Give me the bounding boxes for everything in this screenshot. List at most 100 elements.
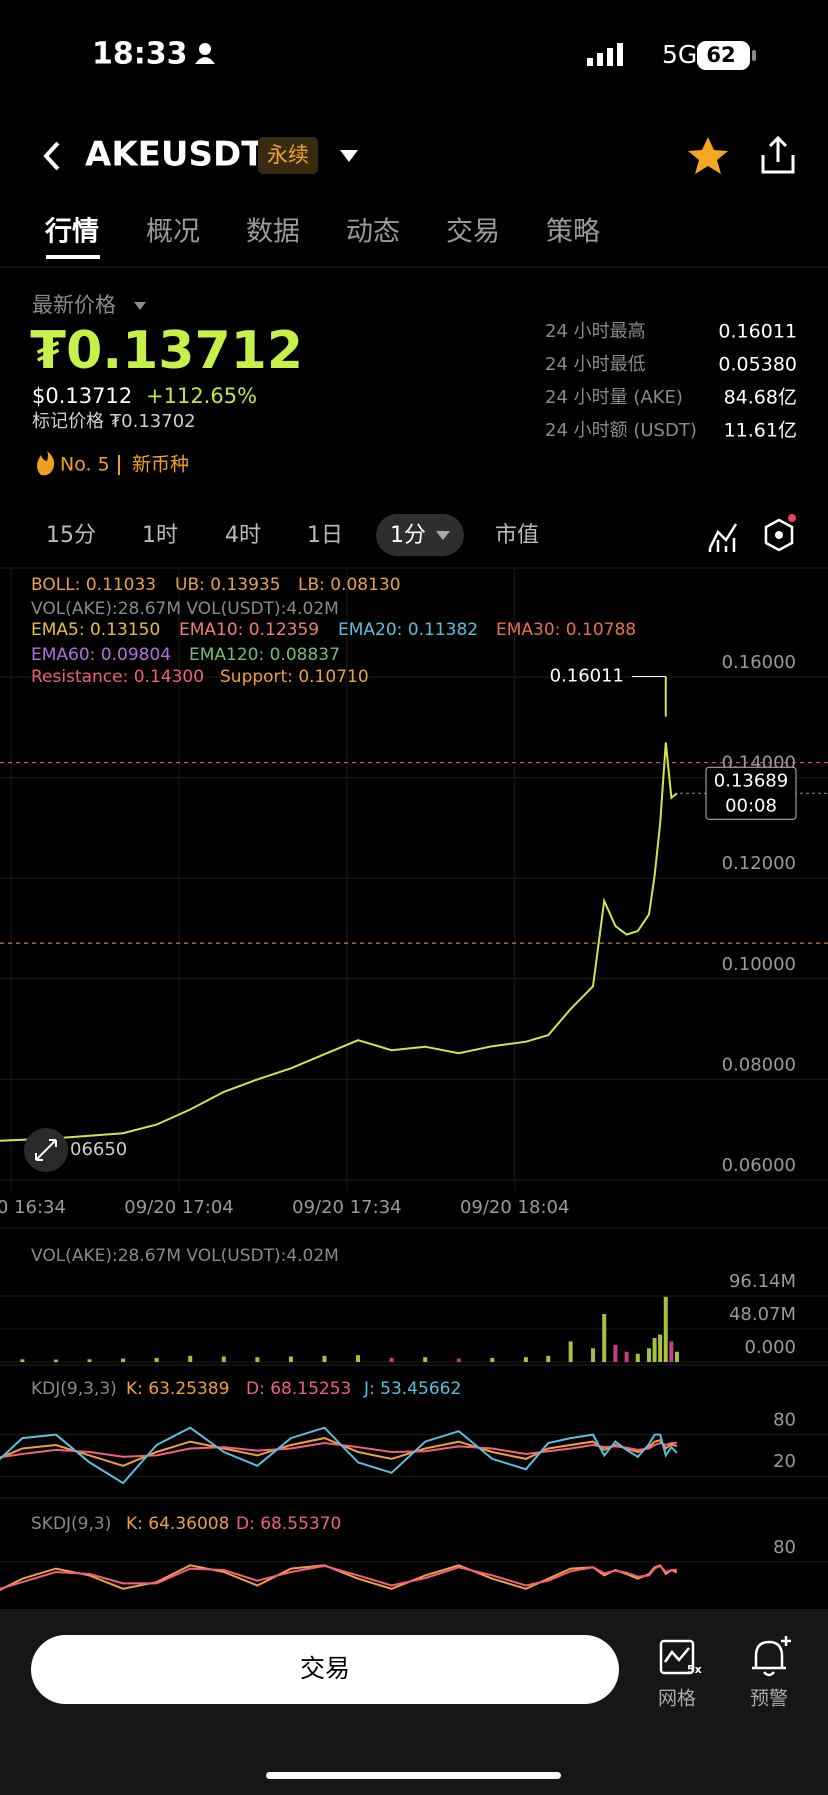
home-indicator <box>266 1772 561 1779</box>
volume-bar <box>423 1357 428 1362</box>
stat-value: 84.68亿 <box>724 387 797 409</box>
legend-item: UB: 0.13935 <box>175 575 281 595</box>
tab[interactable]: 数据 <box>246 217 300 248</box>
signal-icon <box>587 43 623 66</box>
volume-bar <box>624 1351 629 1362</box>
period-tabs: 15分 1时 4时 1日 1分 市值 <box>46 523 539 548</box>
indicator-button[interactable] <box>708 523 738 552</box>
volume-bar <box>255 1357 260 1362</box>
period-tab[interactable]: 4时 <box>225 523 261 548</box>
alert-label: 预警 <box>750 1688 788 1710</box>
volume-bar <box>591 1348 596 1362</box>
x-tick-label: 09/20 16:34 <box>0 1197 66 1218</box>
volume-bar <box>53 1359 58 1362</box>
legend-item: Resistance: 0.14300 <box>31 667 204 687</box>
volume-bar <box>523 1357 528 1362</box>
stat-label: 24 小时量 (AKE) <box>545 387 683 408</box>
symbol-dropdown[interactable] <box>340 150 358 162</box>
stat-label: 24 小时最低 <box>545 354 646 375</box>
period-tab[interactable]: 15分 <box>46 523 96 548</box>
y-tick-label: 0.08000 <box>722 1054 796 1075</box>
last-price-box <box>705 766 797 820</box>
period-tab[interactable]: 1时 <box>142 523 178 548</box>
price-label-dropdown[interactable] <box>134 302 146 310</box>
period-tab[interactable]: 1日 <box>307 523 343 548</box>
trade-button-label: 交易 <box>300 1654 350 1683</box>
tab[interactable]: 动态 <box>346 217 400 248</box>
rank: No. 5 <box>60 454 110 476</box>
volume-bar <box>20 1359 25 1362</box>
volume-bar <box>613 1344 618 1362</box>
y-tick-label: 48.07M <box>729 1304 796 1325</box>
volume-chart: VOL(AKE):28.67M VOL(USDT):4.02M 0.000 48.0… <box>0 1246 828 1363</box>
active-tab-indicator <box>46 255 100 259</box>
legend-item: EMA5: 0.13150 <box>31 620 160 640</box>
symbol: AKEUSDT <box>85 135 265 175</box>
legend-item: J: 53.45662 <box>363 1379 461 1399</box>
back-button[interactable] <box>43 141 60 171</box>
legend-item: LB: 0.08130 <box>298 575 401 595</box>
battery-tip <box>752 50 756 61</box>
countdown: 00:08 <box>725 795 777 816</box>
panel-title: SKDJ(9,3) <box>31 1514 111 1534</box>
volume-bar <box>389 1357 394 1362</box>
legend-item: K: 63.25389 <box>126 1379 229 1399</box>
badge <box>258 137 318 174</box>
period-dropdown[interactable] <box>436 531 450 540</box>
tab[interactable]: 概况 <box>146 217 200 248</box>
tab[interactable]: 交易 <box>446 217 500 248</box>
volume-bar <box>674 1351 679 1362</box>
volume-bar <box>490 1357 495 1362</box>
share-button[interactable] <box>761 135 795 174</box>
person-icon <box>195 43 215 64</box>
x-tick-label: 09/20 17:34 <box>292 1197 401 1218</box>
price-chart: 09/20 16:34 09/20 17:04 09/20 17:34 09/20 1… <box>0 569 828 1218</box>
alert-button[interactable] <box>752 1636 791 1677</box>
period-tab[interactable]: 市值 <box>495 523 539 548</box>
legend-item: EMA60: 0.09804 <box>31 645 171 665</box>
legend-item: D: 68.15253 <box>246 1379 351 1399</box>
legend-item: VOL(AKE):28.67M VOL(USDT):4.02M <box>31 599 339 619</box>
battery <box>697 41 750 70</box>
expand-icon <box>35 1139 57 1161</box>
volume-bar <box>663 1296 668 1362</box>
status-time: 18:33 <box>92 37 188 72</box>
legend-item: D: 68.55370 <box>236 1514 341 1534</box>
legend-item: EMA30: 0.10788 <box>496 620 636 640</box>
mark-price: 标记价格 ₮0.13702 <box>32 411 196 432</box>
volume-bar <box>356 1355 361 1362</box>
volume-bar <box>546 1355 551 1362</box>
skdj-chart: SKDJ(9,3) K: 64.36008 D: 68.55370 80 <box>0 1514 828 1592</box>
volume-bar <box>658 1334 663 1362</box>
volume-bar <box>221 1356 226 1362</box>
grid-bot-button[interactable] <box>659 1639 695 1675</box>
favorite-star[interactable] <box>688 137 728 174</box>
period-tab[interactable]: 1分 <box>390 523 426 548</box>
tab[interactable]: 策略 <box>546 217 600 248</box>
settings-button[interactable] <box>764 514 796 552</box>
badge-text: 永续 <box>267 143 309 167</box>
stat-value: 11.61亿 <box>724 420 797 442</box>
legend-item: EMA120: 0.08837 <box>189 645 340 665</box>
y-tick-label: 96.14M <box>729 1271 796 1292</box>
y-tick-label: 0.12000 <box>722 853 796 874</box>
volume-bar <box>635 1353 640 1362</box>
volume-bar <box>322 1355 327 1362</box>
volume-bar <box>154 1357 159 1362</box>
tab[interactable]: 行情 <box>44 216 99 248</box>
kdj-chart: KDJ(9,3,3) K: 63.25389 D: 68.15253 J: 53.45… <box>0 1379 828 1485</box>
grid-badge: 5x <box>687 1663 702 1676</box>
price-label: 最新价格 <box>32 293 116 317</box>
volume-bar <box>188 1355 193 1362</box>
panel-title: KDJ(9,3,3) <box>31 1379 117 1399</box>
y-tick-label: 20 <box>773 1451 796 1472</box>
volume-bar <box>456 1358 461 1362</box>
legend-item: EMA20: 0.11382 <box>338 620 478 640</box>
price-change: +112.65% <box>146 384 257 408</box>
y-tick-label: 80 <box>773 1537 796 1558</box>
trade-button[interactable] <box>31 1635 619 1704</box>
